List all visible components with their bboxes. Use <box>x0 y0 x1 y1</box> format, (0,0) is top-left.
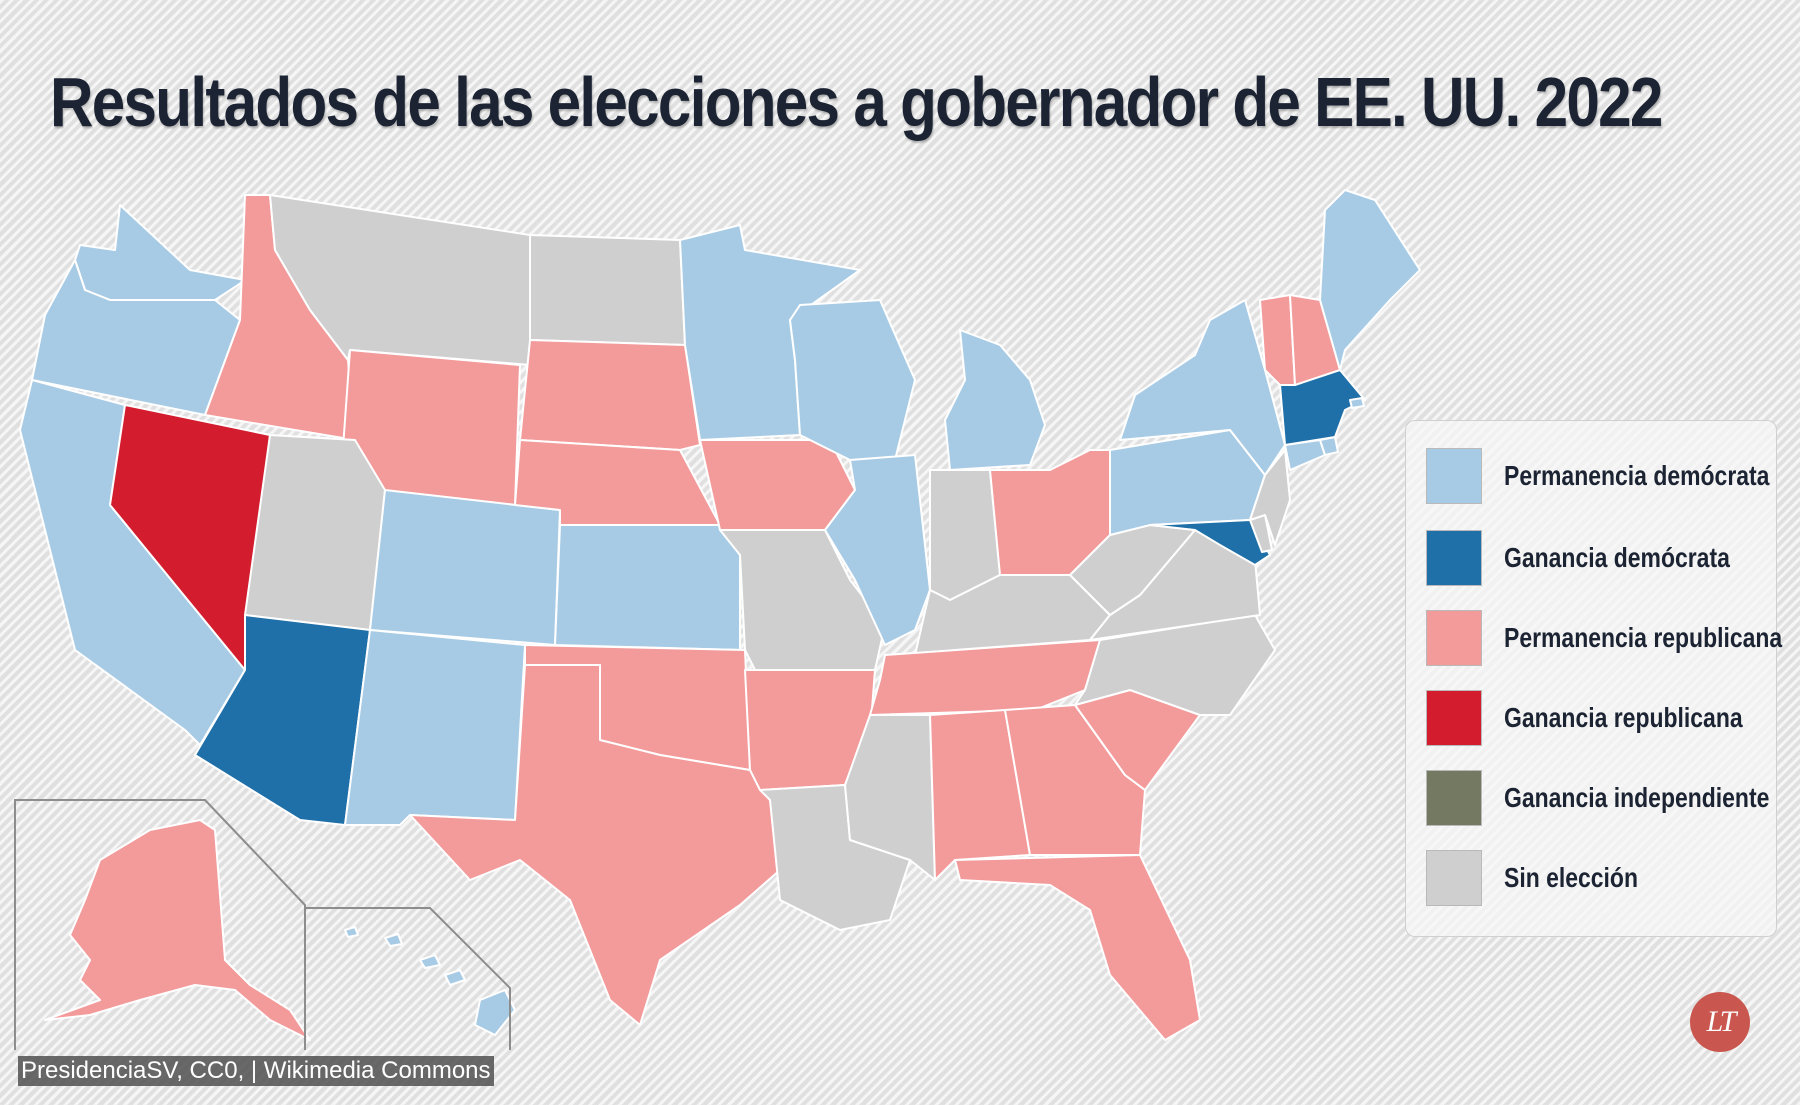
legend-swatch <box>1426 690 1482 746</box>
legend-item-dem-hold: Permanencia demócrata <box>1426 446 1800 506</box>
legend-item-rep-gain: Ganancia republicana <box>1426 688 1795 748</box>
legend-item-ind-gain: Ganancia independiente <box>1426 768 1800 828</box>
image-credit: PresidenciaSV, CC0, | Wikimedia Commons <box>18 1056 494 1086</box>
legend-item-rep-hold: Permanencia republicana <box>1426 608 1800 668</box>
hawaii-inset-frame <box>304 907 511 1050</box>
state-CO[interactable] <box>369 489 561 646</box>
state-HI[interactable] <box>344 926 516 1036</box>
map-title: Resultados de las elecciones a gobernado… <box>50 63 1663 141</box>
legend-swatch <box>1426 530 1482 586</box>
legend-label: Ganancia republicana <box>1504 702 1743 733</box>
state-AL[interactable] <box>929 709 1031 881</box>
state-UT[interactable] <box>244 434 386 631</box>
legend: Permanencia demócrata Ganancia demócrata P… <box>1405 420 1782 937</box>
legend-swatch <box>1426 610 1482 666</box>
legend-label: Permanencia republicana <box>1504 622 1783 653</box>
legend-item-dem-gain: Ganancia demócrata <box>1426 528 1779 588</box>
legend-swatch <box>1426 448 1482 504</box>
state-KS[interactable] <box>554 524 741 651</box>
state-IL[interactable] <box>824 454 931 646</box>
state-FL[interactable] <box>954 854 1201 1041</box>
state-AK[interactable] <box>44 819 311 1041</box>
state-TN[interactable] <box>869 639 1101 716</box>
lt-logo: LT <box>1690 992 1750 1052</box>
state-WI[interactable] <box>789 299 916 461</box>
state-IA[interactable] <box>699 439 856 531</box>
legend-item-no-election: Sin elección <box>1426 848 1667 908</box>
state-NC[interactable] <box>1074 614 1276 716</box>
state-WA[interactable] <box>74 204 246 301</box>
state-ME-island <box>1349 397 1365 409</box>
legend-label: Permanencia demócrata <box>1504 460 1770 491</box>
legend-label: Ganancia independiente <box>1504 782 1770 813</box>
state-ME[interactable] <box>1319 189 1421 371</box>
state-NY[interactable] <box>1119 299 1286 476</box>
legend-swatch <box>1426 850 1482 906</box>
state-ND[interactable] <box>529 234 686 346</box>
legend-label: Ganancia demócrata <box>1504 542 1730 573</box>
state-SD[interactable] <box>519 339 701 451</box>
state-TX[interactable] <box>409 664 781 1026</box>
state-MI[interactable] <box>944 329 1046 471</box>
state-VT[interactable] <box>1259 294 1296 386</box>
state-NM[interactable] <box>344 629 526 826</box>
legend-label: Sin elección <box>1504 862 1638 893</box>
legend-swatch <box>1426 770 1482 826</box>
